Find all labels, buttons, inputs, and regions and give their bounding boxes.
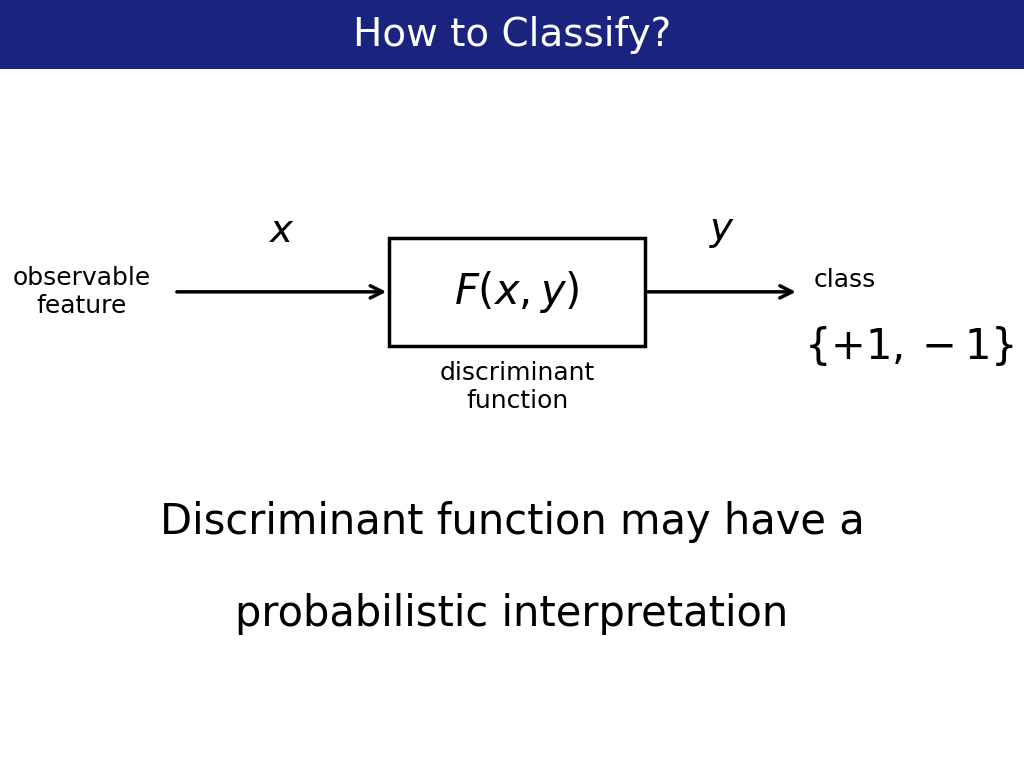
Text: $\mathit{y}$: $\mathit{y}$ (709, 212, 735, 250)
Text: How to Classify?: How to Classify? (353, 15, 671, 54)
Text: $\{+1, -1\}$: $\{+1, -1\}$ (804, 323, 1014, 368)
Text: discriminant
function: discriminant function (439, 361, 595, 412)
FancyBboxPatch shape (0, 0, 1024, 69)
Text: Discriminant function may have a: Discriminant function may have a (160, 502, 864, 543)
Text: $\mathit{x}$: $\mathit{x}$ (268, 212, 295, 250)
Text: class: class (814, 268, 877, 293)
Text: $\mathit{F}(\mathit{x}, \mathit{y})$: $\mathit{F}(\mathit{x}, \mathit{y})$ (455, 269, 580, 315)
Text: observable
feature: observable feature (12, 266, 152, 318)
Text: probabilistic interpretation: probabilistic interpretation (236, 594, 788, 635)
FancyBboxPatch shape (389, 238, 645, 346)
